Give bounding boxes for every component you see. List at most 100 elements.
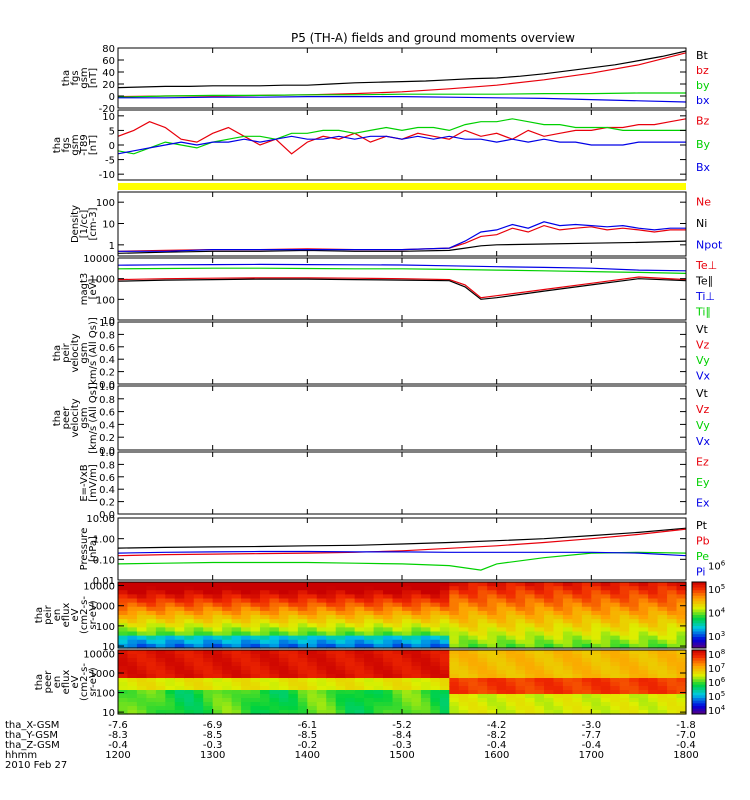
heatmap-cell xyxy=(534,702,545,707)
heatmap-cell xyxy=(449,674,460,679)
heatmap-cell xyxy=(250,606,261,612)
heatmap-cell xyxy=(250,682,261,687)
heatmap-cell xyxy=(354,686,365,691)
heatmap-cell xyxy=(572,686,583,691)
heatmap-cell xyxy=(430,710,441,715)
heatmap-cell xyxy=(335,674,346,679)
heatmap-cell xyxy=(127,678,138,683)
axis-tick-value: -3.0 xyxy=(582,720,602,731)
heatmap-cell xyxy=(581,710,592,715)
heatmap-cell xyxy=(383,706,394,711)
heatmap-cell xyxy=(496,674,507,679)
heatmap-cell xyxy=(146,670,157,675)
heatmap-cell xyxy=(231,623,242,628)
heatmap-cell xyxy=(212,702,223,707)
heatmap-cell xyxy=(449,682,460,687)
heatmap-cell xyxy=(667,654,678,659)
heatmap-cell xyxy=(439,662,450,667)
heatmap-cell xyxy=(222,690,233,695)
heatmap-cell xyxy=(581,602,592,608)
heatmap-cell xyxy=(629,602,640,608)
heatmap-cell xyxy=(562,615,573,620)
heatmap-cell xyxy=(496,619,507,624)
heatmap-cell xyxy=(402,582,413,587)
heatmap-cell xyxy=(203,590,214,595)
heatmap-cell xyxy=(316,606,327,612)
heatmap-cell xyxy=(667,619,678,624)
heatmap-cell xyxy=(316,706,327,711)
heatmap-cell xyxy=(449,594,460,600)
heatmap-cell xyxy=(373,666,384,671)
heatmap-cell xyxy=(487,610,498,616)
heatmap-cell xyxy=(638,706,649,711)
heatmap-cell xyxy=(136,602,147,608)
heatmap-cell xyxy=(629,662,640,667)
heatmap-cell xyxy=(297,615,308,620)
heatmap-cell xyxy=(345,662,356,667)
heatmap-cell xyxy=(165,619,176,624)
heatmap-cell xyxy=(335,610,346,616)
heatmap-cell xyxy=(250,635,261,641)
heatmap-cell xyxy=(487,598,498,604)
legend-entry: Pt xyxy=(696,519,708,532)
colorbar-swatch xyxy=(692,660,706,664)
colorbar-swatch xyxy=(692,598,706,602)
heatmap-cell xyxy=(676,606,687,612)
heatmap-cell xyxy=(269,623,280,628)
heatmap-cell xyxy=(288,582,299,587)
heatmap-cell xyxy=(278,635,289,641)
heatmap-cell xyxy=(288,698,299,703)
heatmap-cell xyxy=(307,658,318,663)
y-tick-label: 10 xyxy=(102,112,115,123)
heatmap-cell xyxy=(449,610,460,616)
heatmap-cell xyxy=(174,590,185,595)
heatmap-cell xyxy=(127,662,138,667)
heatmap-cell xyxy=(487,623,498,628)
y-tick-label: 0.10 xyxy=(93,555,115,566)
heatmap-cell xyxy=(335,643,346,649)
heatmap-cell xyxy=(581,682,592,687)
axis-tick-value: -8.2 xyxy=(487,730,507,741)
legend-entry: Ti⊥ xyxy=(695,290,715,303)
heatmap-cell xyxy=(354,590,365,595)
heatmap-cell xyxy=(326,654,337,659)
y-axis-label: fgs xyxy=(70,70,81,85)
heatmap-cell xyxy=(165,590,176,595)
heatmap-cell xyxy=(610,694,621,699)
heatmap-cell xyxy=(553,635,564,641)
heatmap-cell xyxy=(231,662,242,667)
heatmap-cell xyxy=(648,670,659,675)
heatmap-cell xyxy=(316,619,327,624)
heatmap-cell xyxy=(136,643,147,649)
heatmap-cell xyxy=(260,598,271,604)
heatmap-cell xyxy=(591,670,602,675)
heatmap-cell xyxy=(411,594,422,600)
heatmap-cell xyxy=(449,627,460,633)
heatmap-cell xyxy=(619,610,630,616)
heatmap-cell xyxy=(127,702,138,707)
heatmap-cell xyxy=(127,643,138,649)
heatmap-cell xyxy=(222,650,233,655)
colorbar-swatch xyxy=(692,690,706,694)
heatmap-cell xyxy=(449,702,460,707)
heatmap-cell xyxy=(638,594,649,600)
heatmap-cell xyxy=(222,594,233,600)
heatmap-cell xyxy=(307,623,318,628)
heatmap-cell xyxy=(241,610,252,616)
heatmap-cell xyxy=(373,650,384,655)
heatmap-cell xyxy=(619,594,630,600)
heatmap-cell xyxy=(458,619,469,624)
heatmap-cell xyxy=(345,674,356,679)
heatmap-cell xyxy=(506,654,517,659)
colorbar-swatch xyxy=(692,612,706,616)
heatmap-cell xyxy=(572,586,583,591)
heatmap-cell xyxy=(250,598,261,604)
heatmap-cell xyxy=(184,610,195,616)
heatmap-cell xyxy=(364,686,375,691)
heatmap-cell xyxy=(458,635,469,641)
heatmap-cell xyxy=(449,619,460,624)
y-axis-label: [mV/m] xyxy=(88,464,99,502)
heatmap-cell xyxy=(250,702,261,707)
heatmap-cell xyxy=(326,615,337,620)
heatmap-cell xyxy=(553,610,564,616)
